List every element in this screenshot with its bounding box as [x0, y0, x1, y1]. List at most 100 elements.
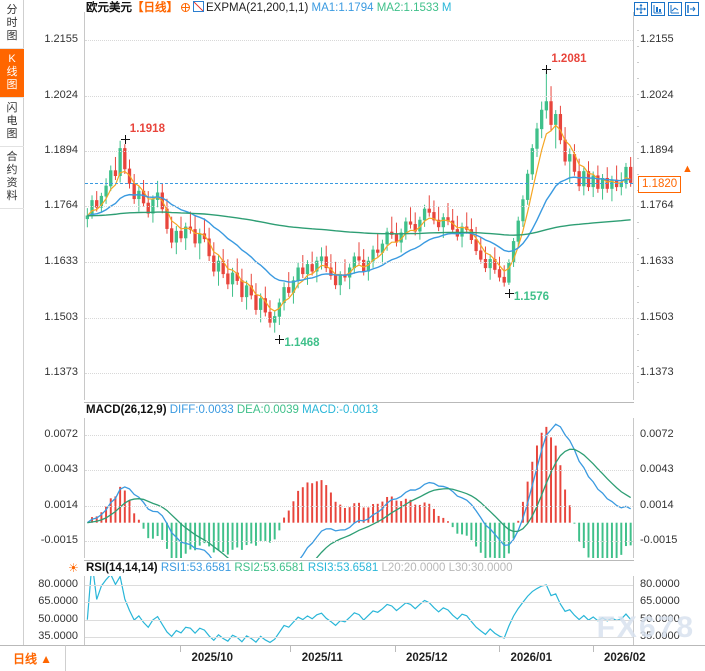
gridline [85, 262, 633, 264]
candle-body [230, 272, 235, 285]
price-tick-right: 1.1503 [640, 310, 674, 323]
candle-body [273, 316, 277, 323]
x-axis-label: 2025/10 [191, 652, 234, 664]
period-tag-arrow-icon: ▲ [40, 651, 52, 666]
rsi-line [86, 576, 632, 644]
minor-tick [637, 30, 639, 31]
macd-macd-value: MACD:-0.0013 [302, 404, 379, 416]
candle-body [596, 175, 600, 189]
rsi-plot[interactable] [84, 576, 634, 645]
candle-body [212, 255, 216, 272]
rsi-legend: RSI(14,14,14) RSI1:53.6581 RSI2:53.6581 … [86, 562, 513, 575]
candle-body [258, 298, 263, 310]
macd-tick-right: 0.0014 [640, 498, 674, 511]
macd-plot[interactable] [84, 418, 634, 558]
candle-body [305, 264, 310, 275]
candle-body [371, 249, 375, 262]
macd-tick-left: 0.0043 [44, 463, 78, 476]
minor-tick [637, 366, 639, 367]
minor-tick [637, 94, 639, 95]
rsi-tick-left: 35.0000 [38, 629, 78, 642]
candle-body [591, 175, 595, 188]
rsi-tick-right: 50.0000 [640, 612, 680, 625]
gridline [85, 150, 633, 152]
period-tag-label: 日线 [13, 652, 38, 666]
candle-body [169, 228, 174, 243]
sidebar-item-lightning-chart[interactable]: 闪电图 [0, 98, 24, 147]
annotation-cross-marker [542, 65, 552, 75]
candle-body [502, 276, 506, 283]
rsi-tick-left: 80.0000 [38, 578, 78, 591]
minor-tick [637, 334, 639, 335]
candle-body [123, 148, 127, 170]
ma2-value: MA2:1.1533 [376, 2, 439, 14]
minor-tick [637, 46, 639, 47]
macd-dea-value: DEA:0.0039 [236, 404, 299, 416]
gridline [85, 602, 633, 604]
candle-body [179, 230, 183, 239]
candle-body [479, 250, 483, 260]
price-axis-right: 1.2155 1.2024 1.1894 1.1764 1.1633 1.1503 1.13… [636, 0, 705, 400]
chart-expand-icon[interactable] [685, 2, 699, 16]
candle-body [408, 221, 413, 225]
macd-axis-right: 0.0072 0.0043 0.0014 -0.0015 [636, 402, 705, 558]
candle-body [441, 217, 445, 228]
gridline [85, 206, 633, 208]
gridline [85, 636, 633, 638]
price-tick-left: 1.1764 [44, 199, 78, 212]
candle-body [254, 294, 258, 310]
rsi-axis-right: 80.0000 65.0000 50.0000 35.0000 [636, 560, 705, 645]
macd-legend: MACD(26,12,9) DIFF:0.0033 DEA:0.0039 MAC… [86, 404, 378, 417]
x-axis-label: 2026/01 [510, 652, 553, 664]
candle-body [586, 171, 591, 188]
candle-body [207, 238, 211, 257]
minor-tick [637, 286, 639, 287]
x-tick [290, 646, 292, 652]
rsi2-value: RSI2:53.6581 [234, 562, 305, 574]
price-tick-right: 1.1633 [640, 255, 674, 268]
crosshair-move-icon[interactable] [634, 2, 648, 16]
minor-tick [637, 174, 639, 175]
gridline [85, 39, 633, 41]
annotation-cross-marker [275, 334, 285, 344]
candle-body [540, 109, 544, 130]
ema-short-line [86, 124, 631, 312]
candle-body [488, 258, 492, 269]
indicator-icon[interactable] [193, 1, 204, 12]
sidebar-item-label: 图 [6, 128, 18, 140]
candle-body [376, 249, 380, 253]
crosshair-toggle-icon[interactable] [181, 3, 190, 12]
candle-body [385, 231, 389, 245]
chart-scale-icon[interactable] [668, 2, 682, 16]
sidebar-item-minute-chart[interactable]: 分时图 [0, 0, 24, 49]
x-tick [180, 646, 182, 652]
candle-body [516, 220, 520, 242]
ema-200-line [87, 211, 631, 236]
candle-body [319, 256, 324, 262]
low-marker-2: 1.1576 [513, 290, 550, 303]
chart-layout-icon[interactable] [651, 2, 665, 16]
price-panel: 欧元美元【日线】 EXPMA(21,200,1,1) MA1:1.1794 MA2… [24, 0, 705, 400]
period-label: 【日线】 [132, 2, 178, 14]
candle-body [582, 171, 586, 187]
high-marker-1: 1.1918 [129, 122, 165, 135]
candle-body [249, 285, 253, 296]
candle-body [338, 274, 342, 286]
period-selector[interactable]: 日线 ▲ [0, 645, 66, 671]
ma3-value: M [441, 2, 452, 14]
sidebar-item-contract-info[interactable]: 合约资料 [0, 147, 24, 209]
settings-sun-icon[interactable]: ☀ [68, 561, 79, 575]
rsi-axis-left: 80.0000 65.0000 50.0000 35.0000 [24, 560, 82, 645]
candle-body [104, 185, 108, 197]
candle-body [198, 233, 202, 244]
minor-tick [637, 110, 639, 111]
sidebar-item-label: 合 [6, 151, 18, 163]
gridline [85, 585, 633, 587]
price-plot[interactable]: 1.1918 1.2081 1.1468 1.1576 [84, 12, 634, 400]
candle-body [525, 173, 530, 200]
candle-body [474, 239, 478, 252]
candle-body [113, 170, 118, 177]
x-axis-label: 2026/02 [603, 652, 646, 664]
